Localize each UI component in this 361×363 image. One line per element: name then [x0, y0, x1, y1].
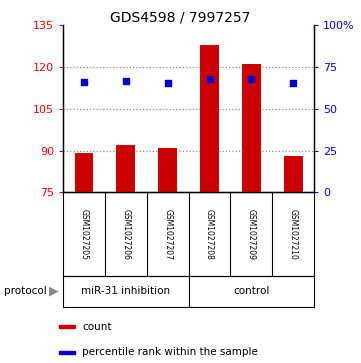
Bar	[284, 156, 303, 192]
Text: protocol: protocol	[4, 286, 46, 296]
Text: ▶: ▶	[49, 285, 59, 298]
Point	[123, 78, 129, 84]
Text: GDS4598 / 7997257: GDS4598 / 7997257	[110, 11, 251, 25]
Bar	[158, 148, 177, 192]
Bar	[117, 145, 135, 192]
Text: count: count	[82, 322, 112, 332]
Text: control: control	[233, 286, 270, 296]
Bar	[242, 64, 261, 192]
Point	[81, 79, 87, 85]
Point	[248, 76, 254, 82]
Bar	[200, 45, 219, 192]
Text: GSM1027208: GSM1027208	[205, 209, 214, 260]
Text: GSM1027210: GSM1027210	[289, 209, 298, 260]
Point	[290, 80, 296, 86]
Bar	[58, 351, 74, 354]
Text: percentile rank within the sample: percentile rank within the sample	[82, 347, 258, 357]
Text: GSM1027205: GSM1027205	[79, 209, 88, 260]
Point	[165, 80, 171, 86]
Bar	[75, 154, 93, 192]
Text: GSM1027209: GSM1027209	[247, 209, 256, 260]
Bar	[58, 325, 74, 328]
Text: GSM1027206: GSM1027206	[121, 209, 130, 260]
Point	[206, 76, 212, 82]
Text: GSM1027207: GSM1027207	[163, 209, 172, 260]
Text: miR-31 inhibition: miR-31 inhibition	[81, 286, 170, 296]
